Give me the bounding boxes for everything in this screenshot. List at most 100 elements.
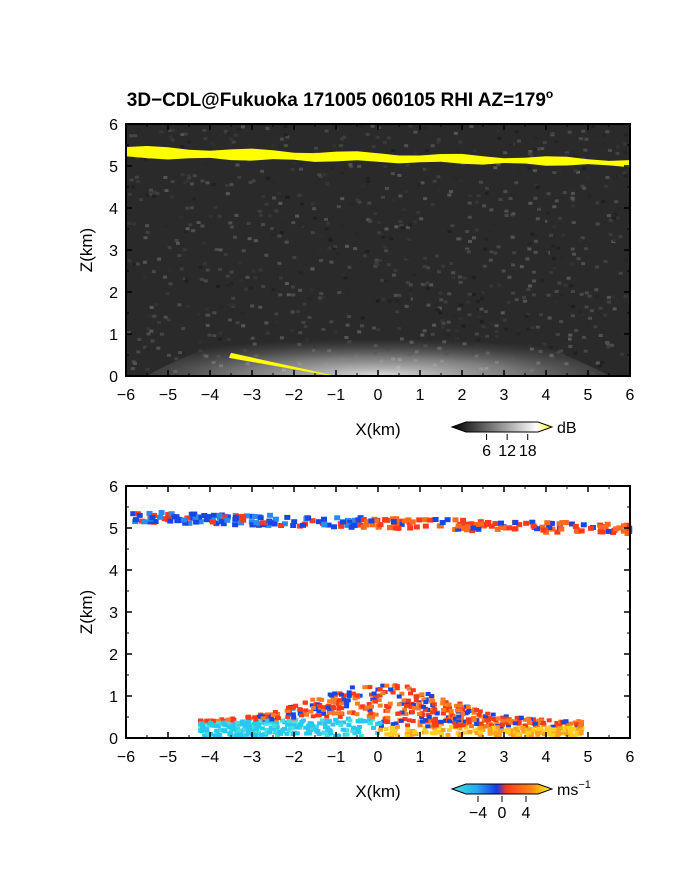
velocity-boundary-cell	[423, 718, 428, 723]
velocity-boundary-cell	[451, 720, 457, 725]
noise-speck	[408, 288, 413, 292]
velocity-boundary-cell	[576, 719, 582, 724]
velocity-cloud-cell	[523, 520, 530, 526]
noise-speck	[127, 193, 132, 196]
velocity-boundary-cell	[344, 728, 350, 733]
velocity-boundary-cell	[322, 722, 328, 726]
velocity-cloud-cell	[168, 511, 175, 517]
velocity-boundary-cell	[557, 723, 563, 728]
velocity-boundary-cell	[491, 717, 497, 721]
noise-speck	[467, 201, 472, 205]
noise-speck	[529, 142, 534, 146]
noise-speck	[226, 132, 231, 135]
noise-speck	[458, 317, 463, 321]
noise-speck	[582, 157, 587, 161]
noise-speck	[206, 313, 211, 317]
velocity-cloud-cell	[152, 519, 159, 524]
noise-speck	[286, 196, 291, 199]
velocity-boundary-cell	[385, 708, 391, 713]
velocity-cloud-cell	[588, 525, 594, 531]
velocity-boundary-cell	[419, 715, 425, 719]
velocity-boundary-cell	[355, 730, 361, 734]
noise-speck	[274, 321, 279, 325]
noise-speck	[546, 293, 551, 297]
noise-speck	[233, 133, 238, 137]
noise-speck	[143, 345, 147, 349]
noise-speck	[384, 227, 389, 231]
noise-speck	[133, 134, 138, 138]
noise-speck	[213, 205, 218, 209]
velocity-boundary-cell	[324, 714, 330, 719]
velocity-boundary-cell	[460, 723, 466, 727]
noise-speck	[217, 267, 222, 271]
noise-speck	[604, 184, 609, 188]
noise-speck	[149, 305, 154, 309]
velocity-boundary-cell	[351, 725, 357, 730]
velocity-boundary-cell	[332, 691, 338, 696]
noise-speck	[166, 232, 171, 235]
noise-speck	[527, 152, 532, 156]
velocity-boundary-cell	[354, 701, 360, 706]
noise-speck	[330, 167, 335, 170]
x-tick-label: −2	[285, 387, 303, 404]
velocity-cloud-cell	[238, 520, 245, 526]
velocity-boundary-cell	[447, 719, 453, 724]
velocity-boundary-cell	[526, 730, 532, 735]
noise-speck	[170, 129, 175, 132]
noise-speck	[467, 292, 472, 296]
noise-speck	[298, 271, 303, 275]
noise-speck	[468, 240, 472, 243]
noise-speck	[271, 288, 276, 292]
velocity-boundary-cell	[575, 731, 581, 736]
y-tick-label: 3	[109, 605, 118, 622]
noise-speck	[174, 357, 179, 361]
velocity-boundary-cell	[320, 705, 326, 710]
velocity-boundary-cell	[503, 714, 509, 719]
noise-speck	[166, 353, 171, 357]
noise-speck	[272, 196, 277, 200]
noise-speck	[378, 258, 382, 262]
noise-speck	[230, 225, 234, 229]
velocity-cloud-cell	[568, 521, 575, 527]
noise-speck	[365, 176, 370, 180]
noise-speck	[587, 321, 592, 325]
velocity-boundary-cell	[385, 715, 391, 720]
noise-speck	[261, 285, 266, 288]
noise-speck	[265, 176, 270, 180]
noise-speck	[606, 214, 611, 218]
velocity-boundary-cell	[215, 718, 221, 723]
noise-speck	[578, 310, 583, 314]
velocity-boundary-cell	[368, 711, 374, 716]
velocity-boundary-cell	[430, 710, 436, 715]
noise-speck	[329, 260, 334, 264]
velocity-boundary-cell	[544, 726, 550, 731]
noise-speck	[336, 252, 341, 256]
noise-speck	[324, 227, 329, 231]
noise-speck	[482, 204, 487, 208]
noise-speck	[533, 250, 538, 254]
noise-speck	[614, 200, 619, 204]
velocity-boundary-cell	[310, 706, 316, 711]
noise-speck	[595, 222, 600, 226]
noise-speck	[339, 171, 344, 175]
reflectivity-xlabel: X(km)	[355, 420, 400, 439]
velocity-boundary-cell	[355, 719, 361, 724]
velocity-boundary-cell	[458, 723, 463, 728]
noise-speck	[611, 295, 616, 299]
noise-speck	[313, 146, 318, 150]
noise-speck	[235, 321, 240, 325]
noise-speck	[596, 138, 601, 142]
velocity-boundary-cell	[389, 728, 395, 733]
noise-speck	[132, 222, 137, 226]
velocity-boundary-cell	[398, 718, 404, 723]
velocity-cloud-cell	[291, 519, 298, 525]
velocity-boundary-cell	[500, 716, 505, 721]
noise-speck	[526, 288, 531, 292]
noise-speck	[623, 294, 628, 298]
noise-speck	[510, 235, 515, 239]
velocity-boundary-cell	[198, 718, 203, 723]
noise-speck	[511, 263, 516, 267]
noise-speck	[504, 327, 509, 331]
velocity-cloud-cell	[427, 517, 434, 523]
noise-speck	[269, 227, 274, 231]
